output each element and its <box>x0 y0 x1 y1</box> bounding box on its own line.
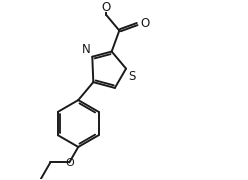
Text: N: N <box>82 43 91 56</box>
Text: O: O <box>102 1 111 14</box>
Text: O: O <box>140 17 150 30</box>
Text: O: O <box>65 158 74 168</box>
Text: S: S <box>128 70 135 83</box>
